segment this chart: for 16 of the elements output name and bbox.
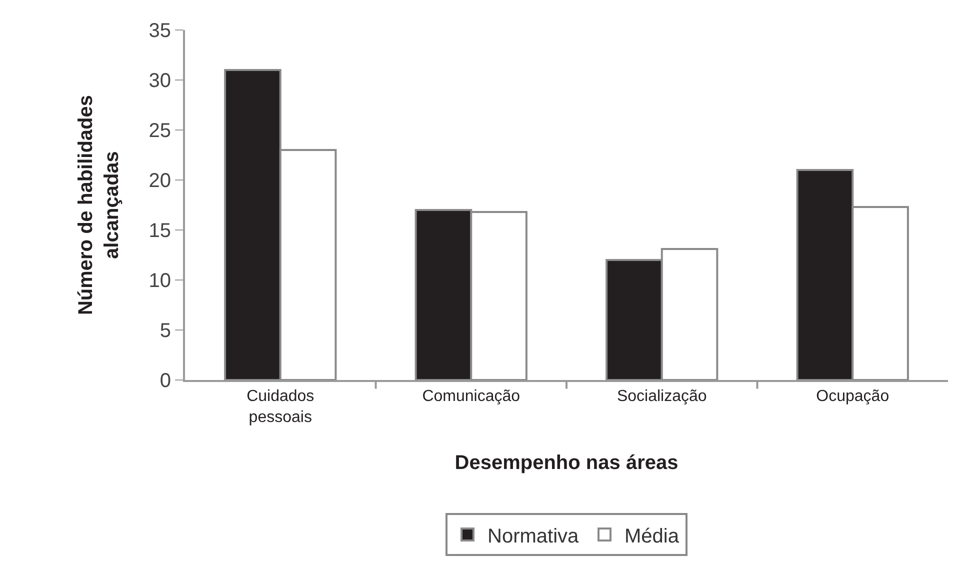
x-tick-label: Socialização	[616, 388, 707, 406]
legend-label: Média	[624, 525, 680, 548]
y-tick-label: 25	[148, 120, 171, 142]
legend-label: Normativa	[488, 525, 580, 548]
x-tick-label: Ocupação	[816, 388, 890, 406]
y-tick-label: 5	[160, 320, 171, 342]
y-tick-label: 10	[148, 270, 171, 292]
y-tick-label: 30	[148, 70, 171, 92]
y-tick-label: 0	[160, 370, 171, 392]
y-tick-label: 15	[148, 220, 171, 242]
y-tick-label: 35	[148, 20, 171, 42]
y-axis-title: Número de habilidades alcançadas	[74, 94, 123, 316]
y-tick-label: 20	[148, 170, 171, 192]
x-tick-label: Cuidados pessoais	[246, 388, 314, 426]
x-tick-label: Comunicação	[422, 388, 520, 406]
x-axis-title: Desempenho nas áreas	[454, 452, 678, 474]
